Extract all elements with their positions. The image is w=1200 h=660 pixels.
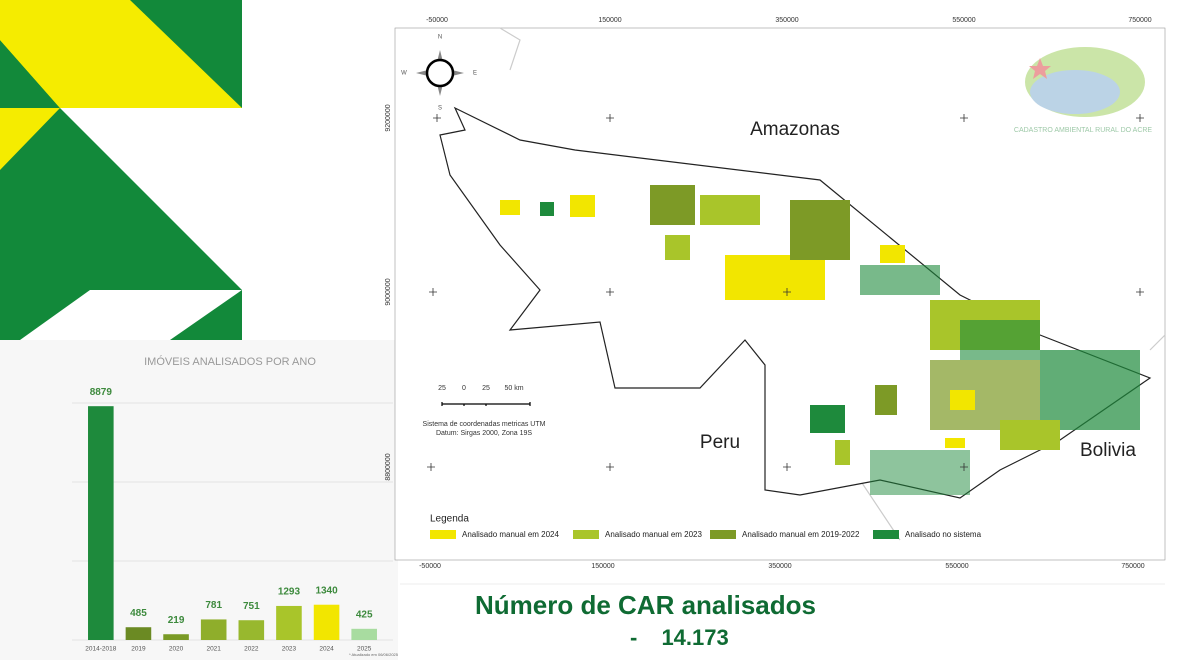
legend-label: Analisado no sistema <box>905 530 982 539</box>
value-label: 751 <box>243 601 260 612</box>
map-x-label: 750000 <box>1121 563 1144 570</box>
legend-swatch <box>873 530 899 539</box>
map-y-label: 8800000 <box>385 453 392 480</box>
bar <box>313 604 340 640</box>
x-tick-label: 2024 <box>319 646 334 653</box>
map-x-label: 550000 <box>952 17 975 24</box>
region-label: Bolivia <box>1080 440 1136 461</box>
chart-note: * Atualizado em 06/06/2025 <box>349 652 399 657</box>
bar <box>238 620 265 640</box>
x-tick-label: 2019 <box>131 646 146 653</box>
map: N S E W CADASTRO AMBIENTAL RURAL DO ACRE… <box>385 17 1166 570</box>
scale-bar <box>441 402 531 406</box>
map-x-label: 150000 <box>591 563 614 570</box>
headline-count: - 14.173 <box>630 625 729 650</box>
logo <box>1025 47 1145 117</box>
crs-text: Sistema de coordenadas metricas UTM <box>423 421 546 428</box>
map-y-label: 9000000 <box>385 278 392 305</box>
compass <box>416 50 464 96</box>
map-x-label: 550000 <box>945 563 968 570</box>
bar <box>351 628 377 640</box>
bar-chart: 2014-2018 8879 2019 485 2020 219 2021 781 2022 75… <box>72 387 393 653</box>
bar <box>88 406 114 640</box>
scale-label: 25 <box>482 385 490 392</box>
bar <box>163 634 189 640</box>
legend-swatch <box>710 530 736 539</box>
scale-label: 25 <box>438 385 446 392</box>
bar <box>200 619 227 640</box>
map-x-label: -50000 <box>426 17 448 24</box>
map-ticks: -50000 150000 350000 550000 750000 -50000 1500… <box>385 17 1152 570</box>
legend-label: Analisado manual em 2019-2022 <box>742 530 860 539</box>
compass-label: N <box>438 35 442 41</box>
value-label: 1293 <box>278 587 301 598</box>
map-x-label: 150000 <box>598 17 621 24</box>
region-label: Amazonas <box>750 119 840 140</box>
headline-title: Número de CAR analisados <box>475 590 816 620</box>
parcels <box>500 185 1140 495</box>
value-label: 1340 <box>315 585 338 596</box>
legend-title: Legenda <box>430 514 469 525</box>
logo-text: CADASTRO AMBIENTAL RURAL DO ACRE <box>1014 127 1153 134</box>
scale-label: 0 <box>462 385 466 392</box>
legend-swatch <box>573 530 599 539</box>
bar <box>125 627 152 640</box>
value-label: 781 <box>205 600 222 611</box>
bar <box>276 605 302 640</box>
x-tick-label: 2023 <box>282 646 297 653</box>
value-label: 425 <box>356 609 373 620</box>
decoration <box>0 0 242 340</box>
map-x-label: 750000 <box>1128 17 1151 24</box>
x-tick-label: 2021 <box>206 646 221 653</box>
chart-title: IMÓVEIS ANALISADOS POR ANO <box>144 355 316 368</box>
x-tick-label: 2014-2018 <box>85 646 116 653</box>
map-x-label: 350000 <box>768 563 791 570</box>
scale-label: 50 km <box>504 385 523 392</box>
value-label: 219 <box>168 615 185 626</box>
x-tick-label: 2022 <box>244 646 259 653</box>
x-tick-label: 2020 <box>169 646 184 653</box>
region-label: Peru <box>700 432 740 453</box>
legend-label: Analisado manual em 2024 <box>462 530 560 539</box>
value-label: 485 <box>130 608 147 619</box>
legend-label: Analisado manual em 2023 <box>605 530 703 539</box>
compass-label: E <box>473 71 477 77</box>
x-tick-label: 2025 <box>357 646 372 653</box>
legend: Analisado manual em 2024 Analisado manual… <box>430 530 982 539</box>
value-label: 8879 <box>90 387 113 398</box>
compass-label: S <box>438 106 442 112</box>
graticule <box>427 114 1144 471</box>
map-x-label: -50000 <box>419 563 441 570</box>
legend-swatch <box>430 530 456 539</box>
compass-label: W <box>401 71 407 77</box>
map-x-label: 350000 <box>775 17 798 24</box>
crs-text: Datum: Sirgas 2000, Zona 19S <box>436 430 532 437</box>
map-y-label: 9200000 <box>385 104 392 131</box>
